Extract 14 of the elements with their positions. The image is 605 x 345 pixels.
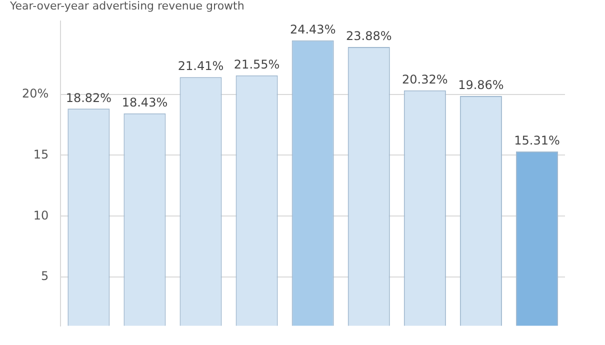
y-tick-label: 20% — [22, 86, 49, 100]
data-label: 21.41% — [178, 59, 224, 74]
data-label: 18.43% — [122, 96, 168, 110]
data-label: 19.86% — [458, 78, 504, 92]
data-label: 24.43% — [290, 22, 336, 36]
data-label: 23.88% — [346, 29, 392, 44]
data-label: 15.31% — [514, 134, 560, 148]
data-label: 20.32% — [402, 72, 448, 87]
y-tick-label: 10 — [33, 208, 49, 222]
chart-title: Year-over-year advertising revenue growth — [9, 0, 244, 12]
y-tick-label: 15 — [33, 147, 49, 162]
y-tick-label: 5 — [41, 269, 49, 284]
data-label: 18.82% — [66, 90, 112, 105]
data-label: 21.55% — [234, 58, 280, 72]
